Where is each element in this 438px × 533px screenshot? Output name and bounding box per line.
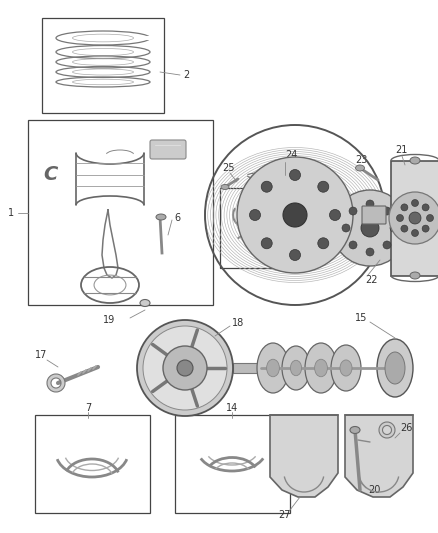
Text: 17: 17: [35, 350, 47, 360]
Text: 24: 24: [285, 150, 297, 160]
Circle shape: [290, 169, 300, 181]
Text: 6: 6: [174, 213, 180, 223]
Ellipse shape: [385, 352, 405, 384]
FancyBboxPatch shape: [150, 140, 186, 159]
Circle shape: [427, 214, 434, 222]
Ellipse shape: [156, 214, 166, 220]
Bar: [42, 18, 164, 113]
Circle shape: [342, 224, 350, 232]
Circle shape: [390, 224, 398, 232]
Text: 27: 27: [278, 510, 290, 520]
Circle shape: [143, 326, 227, 410]
Ellipse shape: [356, 165, 364, 171]
Bar: [28, 120, 213, 305]
Ellipse shape: [257, 343, 289, 393]
Ellipse shape: [340, 360, 352, 376]
Circle shape: [383, 241, 391, 249]
Circle shape: [318, 181, 329, 192]
Circle shape: [332, 190, 408, 266]
Bar: [35, 415, 150, 513]
Circle shape: [237, 157, 353, 273]
Ellipse shape: [305, 343, 337, 393]
Circle shape: [409, 212, 421, 224]
Circle shape: [361, 219, 379, 237]
Circle shape: [366, 200, 374, 208]
Circle shape: [422, 225, 429, 232]
Polygon shape: [345, 415, 413, 497]
Ellipse shape: [350, 426, 360, 433]
Circle shape: [163, 346, 207, 390]
Circle shape: [389, 192, 438, 244]
Text: 2: 2: [183, 70, 189, 80]
Text: 25: 25: [222, 163, 234, 173]
Circle shape: [261, 238, 272, 249]
Ellipse shape: [410, 272, 420, 279]
Text: 7: 7: [85, 403, 91, 413]
Circle shape: [137, 320, 233, 416]
Text: 18: 18: [232, 318, 244, 328]
Ellipse shape: [221, 184, 229, 190]
Circle shape: [349, 241, 357, 249]
Circle shape: [318, 238, 329, 249]
Circle shape: [411, 230, 418, 237]
Text: 21: 21: [395, 145, 407, 155]
Text: 26: 26: [400, 423, 412, 433]
Polygon shape: [270, 415, 338, 497]
Ellipse shape: [410, 157, 420, 164]
Ellipse shape: [314, 359, 327, 377]
Text: 22: 22: [365, 275, 378, 285]
Circle shape: [177, 360, 193, 376]
Ellipse shape: [377, 339, 413, 397]
Ellipse shape: [331, 345, 361, 391]
Text: 1: 1: [8, 208, 14, 218]
Circle shape: [383, 207, 391, 215]
Ellipse shape: [267, 359, 279, 377]
Bar: [175, 415, 290, 513]
Circle shape: [329, 209, 340, 221]
Text: 20: 20: [368, 485, 380, 495]
Bar: [391, 160, 438, 276]
Circle shape: [411, 199, 418, 206]
Circle shape: [261, 181, 272, 192]
Circle shape: [422, 204, 429, 211]
FancyBboxPatch shape: [362, 206, 386, 224]
Text: 15: 15: [355, 313, 367, 323]
Ellipse shape: [282, 346, 310, 390]
Bar: [220, 188, 288, 268]
Bar: [233, 363, 261, 373]
Text: 23: 23: [355, 155, 367, 165]
Text: 19: 19: [103, 315, 115, 325]
Circle shape: [401, 204, 408, 211]
Circle shape: [250, 209, 261, 221]
Circle shape: [290, 249, 300, 261]
Text: 3: 3: [263, 170, 269, 180]
Circle shape: [349, 207, 357, 215]
Ellipse shape: [290, 360, 302, 376]
Circle shape: [366, 248, 374, 256]
Text: C: C: [43, 166, 57, 184]
Circle shape: [283, 203, 307, 227]
Ellipse shape: [140, 300, 150, 306]
Text: 14: 14: [226, 403, 238, 413]
Circle shape: [396, 214, 403, 222]
Circle shape: [401, 225, 408, 232]
